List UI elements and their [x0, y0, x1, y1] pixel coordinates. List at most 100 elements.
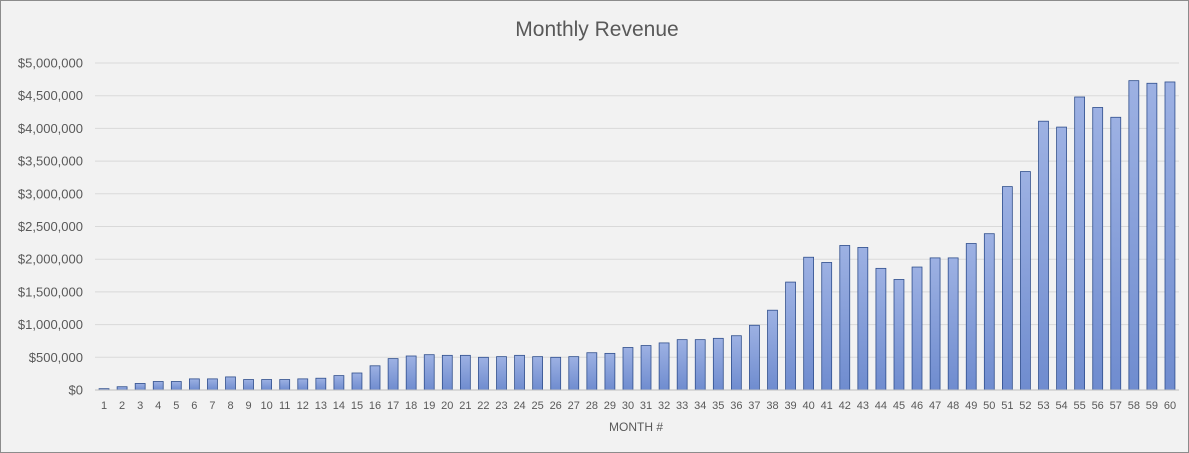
bar-month-35: [712, 337, 724, 391]
x-tick-label: 56: [1092, 400, 1104, 412]
bar-month-33: [676, 339, 688, 391]
y-tick-label: $3,500,000: [18, 154, 83, 169]
bar-month-22: [478, 356, 489, 391]
bar-month-16: [369, 365, 381, 391]
x-tick-label: 53: [1037, 400, 1049, 412]
bar-month-17: [387, 358, 399, 391]
bar-month-3: [134, 383, 146, 391]
x-tick-label: 37: [748, 400, 760, 412]
x-tick-label: 9: [246, 400, 252, 412]
x-tick-label: 28: [586, 400, 598, 412]
gridlines: [95, 62, 1179, 358]
x-tick-label: 7: [209, 400, 215, 412]
x-tick-label: 2: [119, 400, 125, 412]
bar-month-58: [1128, 80, 1140, 391]
bar-month-7: [207, 378, 218, 391]
y-tick-label: $0: [69, 383, 83, 398]
bar-month-28: [586, 352, 598, 391]
x-tick-label: 30: [622, 400, 634, 412]
x-tick-label: 59: [1146, 400, 1158, 412]
y-tick-label: $2,500,000: [18, 219, 83, 234]
x-tick-label: 49: [965, 400, 977, 412]
bar-month-51: [1001, 186, 1013, 391]
x-tick-label: 4: [155, 400, 161, 412]
x-tick-label: 1: [101, 400, 107, 412]
x-tick-label: 23: [495, 400, 507, 412]
bar-month-48: [947, 257, 959, 391]
bar-month-47: [929, 257, 941, 391]
bar-month-39: [785, 281, 796, 391]
bar-month-14: [333, 375, 345, 391]
x-tick-label: 48: [947, 400, 959, 412]
x-tick-label: 50: [983, 400, 995, 412]
x-tick-label: 36: [730, 400, 742, 412]
x-tick-label: 46: [911, 400, 923, 412]
y-tick-label: $1,500,000: [18, 284, 83, 299]
bar-month-56: [1092, 107, 1104, 391]
x-tick-label: 47: [929, 400, 941, 412]
bar-month-44: [875, 267, 887, 391]
x-tick-label: 57: [1110, 400, 1122, 412]
bar-month-41: [821, 262, 833, 391]
bar-month-49: [965, 243, 977, 391]
y-axis-tick-labels: $0 $500,000 $1,000,000 $1,500,000 $2,000,000…: [18, 56, 83, 398]
bar-month-30: [622, 347, 634, 391]
bar-month-24: [514, 354, 525, 391]
bars: [98, 80, 1176, 391]
bar-month-11: [279, 379, 291, 391]
bar-month-25: [532, 356, 544, 391]
x-tick-label: 22: [477, 400, 489, 412]
bar-month-57: [1110, 116, 1122, 391]
x-tick-label: 5: [173, 400, 179, 412]
bar-month-31: [640, 345, 652, 391]
bar-month-52: [1020, 171, 1031, 391]
bar-month-18: [405, 355, 417, 391]
y-tick-label: $3,000,000: [18, 186, 83, 201]
bar-month-43: [857, 247, 869, 391]
bar-month-15: [351, 372, 363, 391]
x-tick-label: 8: [227, 400, 233, 412]
bar-month-34: [694, 339, 706, 391]
x-tick-label: 16: [369, 400, 381, 412]
x-axis-tick-labels: 1 2 3 4 5 6 7 8 9 10 11 12 13 14 15 16 17 18 19 20 21 22 23 24 2…: [101, 400, 1176, 412]
y-tick-label: $500,000: [29, 350, 83, 365]
bar-month-32: [658, 342, 670, 391]
bar-month-36: [730, 335, 742, 391]
x-tick-label: 34: [694, 400, 706, 412]
x-tick-label: 54: [1055, 400, 1067, 412]
y-tick-label: $1,000,000: [18, 317, 83, 332]
x-tick-label: 15: [351, 400, 363, 412]
bar-month-38: [767, 309, 778, 391]
bar-month-42: [839, 245, 851, 391]
bar-month-9: [243, 379, 254, 391]
x-tick-label: 43: [857, 400, 869, 412]
bar-month-26: [550, 356, 562, 391]
bar-month-5: [170, 381, 182, 391]
bar-month-20: [441, 354, 453, 391]
x-tick-label: 40: [803, 400, 815, 412]
bar-month-19: [423, 354, 435, 391]
x-tick-label: 42: [839, 400, 851, 412]
x-tick-label: 38: [766, 400, 778, 412]
x-tick-label: 18: [405, 400, 417, 412]
x-tick-label: 39: [784, 400, 796, 412]
x-tick-label: 41: [821, 400, 833, 412]
x-tick-label: 33: [676, 400, 688, 412]
x-tick-label: 44: [875, 400, 887, 412]
x-tick-label: 26: [550, 400, 562, 412]
y-tick-label: $4,000,000: [18, 121, 83, 136]
x-tick-label: 27: [568, 400, 580, 412]
x-tick-label: 17: [387, 400, 399, 412]
x-tick-label: 29: [604, 400, 616, 412]
bar-month-46: [911, 266, 923, 391]
bar-month-60: [1164, 81, 1176, 391]
x-tick-label: 45: [893, 400, 905, 412]
x-tick-label: 35: [712, 400, 724, 412]
bar-month-40: [803, 256, 815, 391]
bar-month-10: [261, 379, 273, 391]
bar-month-53: [1038, 120, 1049, 391]
x-tick-label: 51: [1001, 400, 1013, 412]
x-tick-label: 32: [658, 400, 670, 412]
